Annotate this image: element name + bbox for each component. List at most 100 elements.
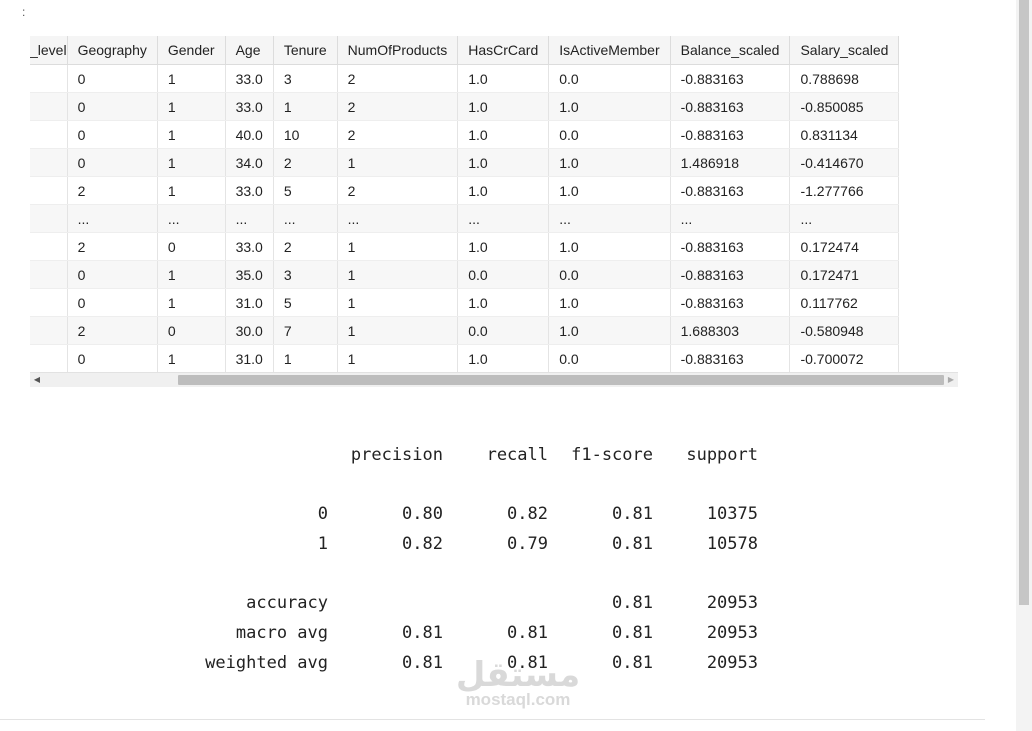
cell-prompt-marker: : bbox=[22, 5, 26, 19]
table-cell: 1 bbox=[337, 288, 459, 317]
table-cell: 1 bbox=[273, 92, 338, 121]
table-cell: 0.117762 bbox=[789, 288, 900, 317]
table-cell: 1.0 bbox=[548, 148, 671, 177]
horizontal-scrollbar[interactable]: ◀ ▶ bbox=[30, 372, 958, 387]
table-cell: 33.0 bbox=[225, 176, 274, 205]
table-cell: 1.0 bbox=[457, 176, 550, 205]
table-cell: 1 bbox=[337, 344, 459, 373]
report-cell: support bbox=[686, 445, 758, 465]
report-cell: 20953 bbox=[706, 653, 758, 673]
vertical-scrollbar[interactable] bbox=[1016, 0, 1032, 731]
table-cell: 2 bbox=[67, 316, 158, 345]
table-cell: 1 bbox=[157, 148, 226, 177]
table-cell: 0 bbox=[157, 232, 226, 261]
table-cell: 0 bbox=[67, 64, 158, 93]
report-cell: 0.79 bbox=[507, 534, 548, 554]
table-cell: ... bbox=[337, 204, 459, 233]
table-cell: 5 bbox=[273, 288, 338, 317]
report-cell: 0.81 bbox=[402, 623, 443, 643]
table-cell: 1.0 bbox=[548, 232, 671, 261]
table-cell: 33.0 bbox=[225, 64, 274, 93]
table-cell: 1 bbox=[273, 344, 338, 373]
table-cell bbox=[30, 260, 68, 289]
table-cell: 1.0 bbox=[457, 232, 550, 261]
scroll-left-icon[interactable]: ◀ bbox=[33, 375, 41, 384]
table-row: 0 1 35.0 3 1 0.0 0.0 -0.883163 0.172471 bbox=[30, 260, 900, 289]
table-cell bbox=[30, 288, 68, 317]
dataframe-header-row: _level Geography Gender Age Tenure NumOfProdu… bbox=[30, 36, 900, 65]
table-cell: -0.850085 bbox=[789, 92, 900, 121]
column-header: Salary_scaled bbox=[789, 36, 900, 65]
report-class-row: 1 0.82 0.79 0.81 10578 bbox=[190, 529, 758, 559]
table-cell: 1 bbox=[337, 148, 459, 177]
table-cell: 0.0 bbox=[548, 260, 671, 289]
table-cell: ... bbox=[548, 204, 671, 233]
report-cell: 0.81 bbox=[507, 653, 548, 673]
column-header: Balance_scaled bbox=[670, 36, 791, 65]
table-cell: -0.580948 bbox=[789, 316, 900, 345]
table-cell: 0.0 bbox=[548, 344, 671, 373]
table-cell: -0.883163 bbox=[670, 232, 791, 261]
report-cell: 10578 bbox=[706, 534, 758, 554]
dataframe-table: _level Geography Gender Age Tenure NumOfProdu… bbox=[30, 36, 900, 373]
vertical-scroll-thumb[interactable] bbox=[1019, 0, 1029, 605]
classification-report: precision recall f1-score support 0 0.80 0.82 0… bbox=[190, 440, 758, 678]
table-row: 2 1 33.0 5 2 1.0 1.0 -0.883163 -1.277766 bbox=[30, 176, 900, 205]
column-header: Tenure bbox=[273, 36, 338, 65]
table-cell: 40.0 bbox=[225, 120, 274, 149]
report-cell: 0.81 bbox=[612, 504, 653, 524]
cell-divider bbox=[0, 719, 985, 720]
horizontal-scroll-thumb[interactable] bbox=[178, 375, 944, 385]
table-cell: 31.0 bbox=[225, 344, 274, 373]
table-cell: 2 bbox=[337, 176, 459, 205]
table-cell: 1 bbox=[337, 232, 459, 261]
table-cell: 0.831134 bbox=[789, 120, 900, 149]
table-row: 0 1 33.0 1 2 1.0 1.0 -0.883163 -0.850085 bbox=[30, 92, 900, 121]
report-cell bbox=[328, 588, 443, 618]
table-cell bbox=[30, 204, 68, 233]
table-cell: 1.0 bbox=[457, 120, 550, 149]
table-cell: ... bbox=[789, 204, 900, 233]
scroll-right-icon[interactable]: ▶ bbox=[947, 375, 955, 384]
report-cell: 0.82 bbox=[507, 504, 548, 524]
table-cell: 2 bbox=[273, 148, 338, 177]
column-header: _level bbox=[30, 36, 68, 65]
table-cell: ... bbox=[157, 204, 226, 233]
report-class-row: 0 0.80 0.82 0.81 10375 bbox=[190, 499, 758, 529]
report-cell: 0.80 bbox=[402, 504, 443, 524]
table-cell: 0.172471 bbox=[789, 260, 900, 289]
report-cell: 0.82 bbox=[402, 534, 443, 554]
table-cell: 0.172474 bbox=[789, 232, 900, 261]
table-cell: 33.0 bbox=[225, 232, 274, 261]
table-cell: 7 bbox=[273, 316, 338, 345]
table-cell: 0 bbox=[67, 288, 158, 317]
report-cell: precision bbox=[350, 445, 443, 465]
table-cell: 2 bbox=[67, 232, 158, 261]
table-cell: 30.0 bbox=[225, 316, 274, 345]
table-cell: 0 bbox=[67, 120, 158, 149]
table-cell: -0.883163 bbox=[670, 120, 791, 149]
watermark-latin: mostaql.com bbox=[465, 690, 571, 709]
table-row: ........................... bbox=[30, 204, 900, 233]
report-cell: weighted avg bbox=[205, 653, 328, 673]
table-cell: ... bbox=[457, 204, 550, 233]
watermark-logo: مستقل mostaql.com bbox=[448, 655, 588, 709]
report-cell: macro avg bbox=[235, 623, 328, 643]
table-cell: 0 bbox=[67, 92, 158, 121]
table-cell bbox=[30, 316, 68, 345]
table-cell: 5 bbox=[273, 176, 338, 205]
table-cell: -0.883163 bbox=[670, 288, 791, 317]
report-cell: recall bbox=[486, 445, 548, 465]
table-cell: 1.0 bbox=[548, 316, 671, 345]
column-header: IsActiveMember bbox=[548, 36, 671, 65]
table-cell: -0.414670 bbox=[789, 148, 900, 177]
table-cell: 1 bbox=[157, 64, 226, 93]
table-cell: 10 bbox=[273, 120, 338, 149]
table-cell: 1 bbox=[157, 120, 226, 149]
watermark-arabic: مستقل bbox=[455, 655, 581, 695]
report-cell: 20953 bbox=[706, 593, 758, 613]
table-cell: ... bbox=[273, 204, 338, 233]
dataframe-body: 0 1 33.0 3 2 1.0 0.0 -0.883163 0.788698 0 1 33.0 1 2 1… bbox=[30, 64, 900, 373]
table-cell: 2 bbox=[67, 176, 158, 205]
table-cell: -0.883163 bbox=[670, 92, 791, 121]
